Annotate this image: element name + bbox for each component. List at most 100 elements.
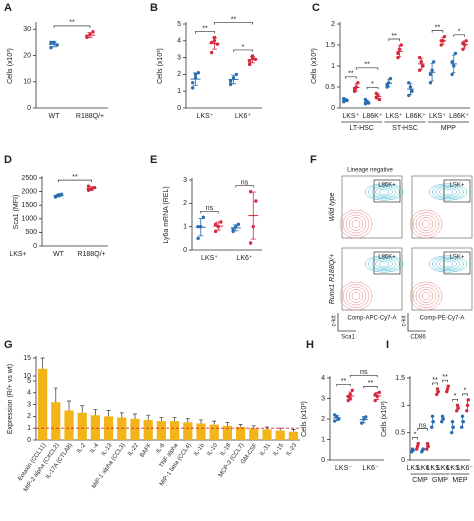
- data-point: [450, 60, 454, 64]
- data-point: [439, 43, 443, 47]
- data-point: [86, 184, 91, 188]
- data-point: [190, 81, 195, 85]
- x-tick-label: LK6⁻: [362, 465, 378, 472]
- sig-label: **: [442, 374, 448, 381]
- data-point: [432, 60, 436, 64]
- data-point: [86, 188, 91, 192]
- sig-bracket: [58, 179, 92, 183]
- data-point: [453, 51, 458, 56]
- y-tick-label: 1.5: [325, 42, 335, 49]
- row-label: Wild type: [329, 193, 336, 222]
- gate: [443, 251, 471, 275]
- contour: [412, 212, 440, 236]
- bar: [143, 419, 153, 440]
- y-tick-label: 0: [177, 105, 181, 112]
- contour: [418, 217, 434, 231]
- bar: [64, 410, 74, 440]
- bar: [275, 430, 285, 440]
- x-tick-label: IL-6: [155, 442, 166, 454]
- y-tick-label: 2: [27, 413, 31, 420]
- sig-label: ns: [419, 422, 427, 429]
- y-tick-label: 4: [177, 38, 181, 45]
- row-label: Runx1 R188Q/+: [329, 254, 336, 304]
- sig-bracket: [388, 38, 400, 41]
- sig-bracket: [417, 428, 428, 431]
- error-bar: [199, 419, 203, 424]
- data-point: [228, 79, 233, 83]
- y-tick-label: 1: [183, 224, 187, 231]
- sig-label: **: [368, 380, 374, 387]
- group-label: MPP: [441, 125, 457, 132]
- contour: [418, 289, 434, 303]
- data-point: [396, 51, 400, 56]
- flow-y-label: c-kit: [402, 315, 408, 326]
- bar: [262, 429, 272, 440]
- x-axis-label: LKS+: [9, 251, 26, 258]
- y-tick-label: 4: [27, 390, 31, 397]
- panel-letter: B: [150, 2, 158, 14]
- gate: [373, 179, 401, 203]
- sig-label: *: [414, 431, 417, 438]
- sig-bracket: [53, 25, 91, 28]
- x-tick-label: IL-22: [127, 442, 140, 457]
- bar: [77, 412, 87, 440]
- gate: [443, 179, 471, 203]
- group-label: GMP: [432, 477, 448, 484]
- sig-bracket: [366, 86, 379, 90]
- y-axis-label: Cells (x10³): [157, 48, 164, 84]
- contour: [421, 219, 431, 229]
- x-tick-label: IL-1b: [193, 442, 206, 457]
- contour: [435, 258, 461, 270]
- bar: [156, 421, 167, 440]
- data-point: [248, 189, 253, 194]
- y-tick-label: 3: [321, 395, 325, 402]
- x-tick-label: LK6⁻: [417, 465, 433, 472]
- y-tick-label: 2: [331, 21, 335, 28]
- y-tick-label: 0: [27, 105, 31, 112]
- x-tick-label: LKS⁺: [386, 113, 403, 120]
- flow-plot: [411, 247, 473, 311]
- x-tick-label: IL-31: [259, 442, 272, 457]
- y-tick-label: 5: [27, 378, 31, 385]
- y-axis-label: Sca1 (MFI): [13, 195, 20, 230]
- panel-letter: H: [306, 339, 314, 351]
- y-tick-label: 3: [177, 54, 181, 61]
- bar: [37, 368, 48, 440]
- error-bar: [80, 405, 85, 413]
- sig-bracket: [453, 34, 465, 37]
- y-tick-label: 2500: [21, 175, 37, 182]
- x-tick-label: LKS⁺: [429, 113, 446, 120]
- error-bar: [53, 387, 58, 403]
- error-bar: [40, 357, 45, 369]
- error-bar: [225, 421, 230, 426]
- y-tick-label: 1: [321, 436, 325, 443]
- sig-label: **: [435, 24, 441, 31]
- y-tick-label: 500: [25, 229, 37, 236]
- contour: [375, 187, 393, 197]
- flow-axis-name: Sca1: [341, 335, 355, 341]
- sig-bracket: [431, 30, 444, 33]
- y-tick-label: 0: [321, 457, 325, 464]
- y-tick-label: 1.5: [395, 375, 405, 382]
- data-point: [85, 35, 89, 39]
- contour: [435, 186, 461, 198]
- y-tick-label: 0: [27, 437, 31, 444]
- data-point: [209, 50, 214, 55]
- sig-bracket: [412, 437, 418, 440]
- panel-letter: A: [4, 2, 12, 14]
- y-tick-label: 10: [23, 79, 31, 86]
- x-tick-label: L86K⁺: [362, 113, 382, 120]
- data-point: [213, 229, 218, 234]
- sig-label: **: [202, 25, 208, 32]
- data-point: [91, 30, 95, 34]
- sig-bracket: [349, 374, 378, 378]
- contour: [432, 184, 464, 200]
- sig-label: ns: [360, 369, 368, 376]
- sig-bracket: [432, 382, 438, 385]
- axis-arrow: [407, 313, 426, 332]
- contour: [364, 183, 404, 201]
- y-tick-label: 2: [177, 71, 181, 78]
- y-tick-label: 5: [177, 21, 181, 28]
- data-point: [428, 81, 433, 85]
- contour: [351, 291, 361, 301]
